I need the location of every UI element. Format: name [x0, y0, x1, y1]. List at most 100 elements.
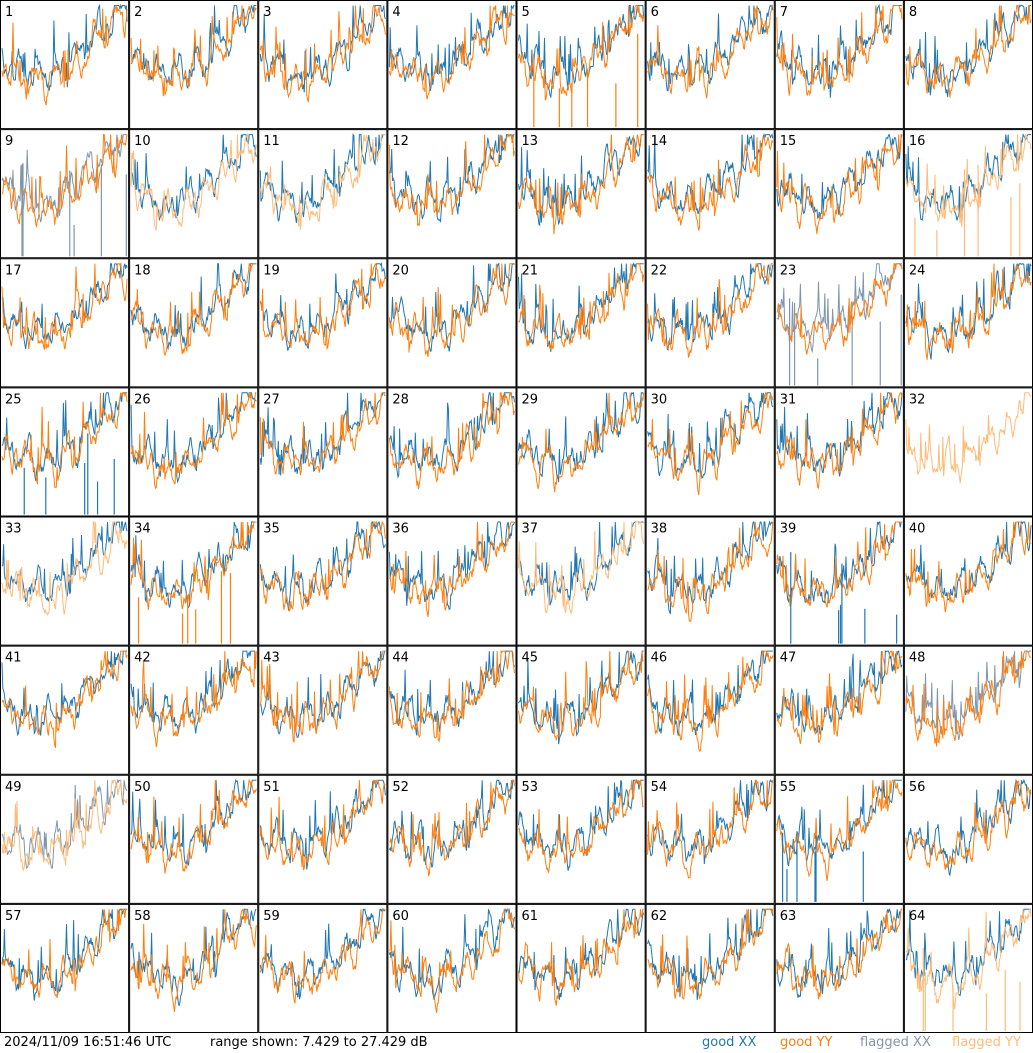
panel-frame [645, 774, 775, 904]
series-yy-line [905, 780, 1032, 870]
panel-6: 6 [645, 0, 775, 130]
series-yy-line [259, 650, 386, 743]
footer: 2024/11/09 16:51:46 UTC range shown: 7.4… [0, 1033, 1033, 1053]
series-yy-line [647, 262, 773, 358]
series-yy-line [1, 5, 128, 106]
panel-label: 24 [909, 263, 926, 278]
series-xx-line [388, 5, 515, 92]
panel-frame [258, 903, 388, 1033]
panel-46: 46 [645, 645, 775, 775]
panel-label: 47 [780, 651, 797, 666]
panel-label: 59 [263, 909, 280, 924]
series-yy-line [905, 392, 1032, 484]
panel-frame [645, 516, 775, 646]
panel-frame [516, 774, 646, 904]
series-yy-line [1, 779, 128, 872]
panel-frame [516, 645, 646, 775]
panel-label: 50 [134, 780, 151, 795]
panel-2: 2 [129, 0, 259, 130]
panel-63: 63 [774, 903, 904, 1033]
panel-62: 62 [645, 903, 775, 1033]
panel-frame [258, 645, 388, 775]
panel-23: 23 [774, 258, 904, 388]
panel-frame [0, 516, 130, 646]
series-yy-line [388, 908, 515, 1013]
series-yy-line [259, 262, 386, 351]
panel-64: 64 [903, 903, 1033, 1033]
series-yy-line [259, 520, 386, 612]
panel-frame [774, 0, 904, 130]
legend-flagged-yy: flagged YY [952, 1035, 1021, 1050]
series-yy-line [518, 651, 644, 741]
series-yy-line [259, 392, 386, 476]
panel-label: 63 [780, 909, 797, 924]
series-xx-line [259, 5, 386, 93]
panel-label: 31 [780, 392, 797, 407]
legend-flagged-xx: flagged XX [860, 1035, 931, 1050]
panel-label: 2 [134, 5, 142, 20]
panel-frame [0, 0, 130, 130]
panel-25: 25 [0, 387, 130, 517]
panel-24: 24 [903, 258, 1033, 388]
series-xx-line [776, 392, 903, 477]
series-yy-line [776, 521, 902, 608]
series-yy-line [518, 779, 644, 873]
series-yy-line [259, 134, 386, 230]
panel-frame [0, 645, 130, 775]
panel-40: 40 [903, 516, 1033, 646]
panel-frame [516, 387, 646, 517]
panel-frame [0, 774, 130, 904]
panel-label: 43 [263, 651, 280, 666]
series-yy-line [905, 133, 1032, 227]
panel-32: 32 [903, 387, 1033, 517]
panel-label: 18 [134, 263, 151, 278]
series-xx-line [130, 908, 257, 1007]
panel-frame [129, 516, 259, 646]
panel-label: 3 [263, 5, 271, 20]
panel-frame [0, 129, 130, 259]
series-yy-line [130, 778, 257, 874]
panel-44: 44 [387, 645, 517, 775]
panel-label: 33 [5, 522, 22, 537]
panel-label: 37 [522, 522, 539, 537]
panel-label: 1 [5, 5, 13, 20]
panel-5: 5 [516, 0, 646, 130]
panel-27: 27 [258, 387, 388, 517]
panel-14: 14 [645, 129, 775, 259]
panel-13: 13 [516, 129, 646, 259]
panel-label: 51 [263, 780, 280, 795]
series-xx-line [130, 778, 257, 866]
series-xx-line [647, 908, 774, 1001]
panel-43: 43 [258, 645, 388, 775]
panel-4: 4 [387, 0, 517, 130]
panel-label: 12 [392, 134, 409, 149]
series-yy-line [776, 263, 903, 355]
panel-label: 29 [522, 392, 539, 407]
panel-37: 37 [516, 516, 646, 646]
series-yy-line [647, 135, 774, 231]
panel-frame [774, 516, 904, 646]
panel-label: 62 [651, 909, 668, 924]
series-yy-line [518, 392, 645, 493]
panel-45: 45 [516, 645, 646, 775]
series-xx-line [388, 908, 515, 1001]
panel-9: 9 [0, 129, 130, 259]
series-yy-line [905, 908, 1032, 1010]
panel-11: 11 [258, 129, 388, 259]
series-yy-line [905, 650, 1031, 747]
panel-39: 39 [774, 516, 904, 646]
panel-frame [129, 387, 259, 517]
panel-label: 60 [392, 909, 409, 924]
series-xx-line [518, 521, 644, 606]
panel-frame [387, 645, 517, 775]
series-yy-line [259, 908, 386, 1004]
panel-59: 59 [258, 903, 388, 1033]
panel-18: 18 [129, 258, 259, 388]
series-yy-line [518, 134, 644, 235]
panel-frame [129, 903, 259, 1033]
panel-label: 38 [651, 522, 668, 537]
panel-label: 34 [134, 522, 151, 537]
panel-label: 35 [263, 522, 280, 537]
panel-29: 29 [516, 387, 646, 517]
panel-label: 28 [392, 392, 409, 407]
